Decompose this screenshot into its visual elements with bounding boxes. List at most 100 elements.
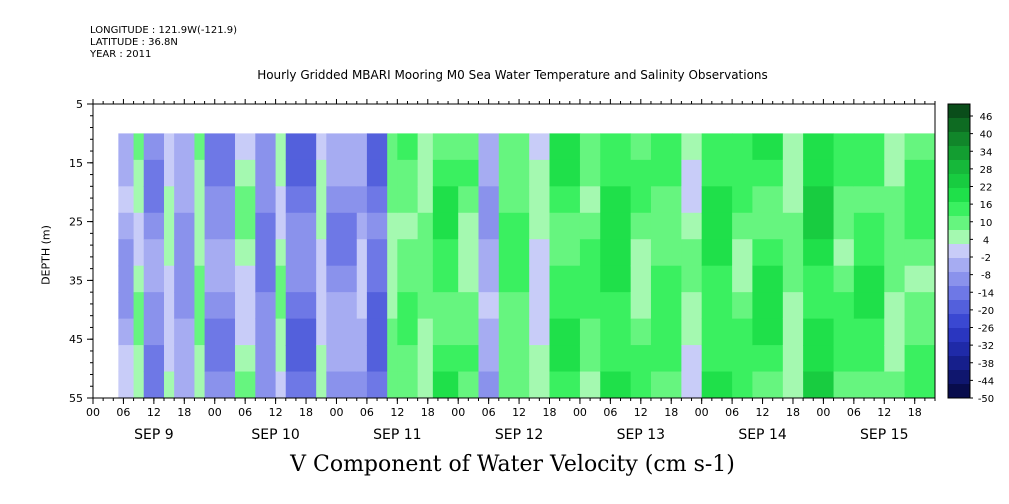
- heatmap-cell: [458, 212, 479, 240]
- heatmap-cell: [366, 345, 388, 373]
- heatmap-cell: [752, 133, 784, 161]
- latitude-label: LATITUDE : 36.8N: [90, 37, 178, 48]
- y-tick-label: 55: [69, 392, 83, 405]
- heatmap-cell: [904, 186, 936, 214]
- heatmap-cell: [432, 133, 459, 161]
- heatmap-cell: [782, 265, 804, 293]
- heatmap-cell: [316, 186, 327, 214]
- heatmap-cell: [432, 212, 459, 240]
- colorbar-swatch: [948, 118, 970, 133]
- heatmap-cell: [255, 133, 277, 161]
- colorbar-label: 46: [980, 112, 993, 123]
- heatmap-cell: [782, 292, 804, 320]
- heatmap-cell: [387, 318, 398, 346]
- heatmap-cell: [782, 371, 804, 399]
- heatmap-cell: [630, 159, 652, 187]
- heatmap-cell: [164, 292, 175, 320]
- heatmap-cell: [204, 133, 236, 161]
- heatmap-cell: [118, 345, 135, 373]
- colorbar-label: 28: [980, 165, 993, 176]
- heatmap-cell: [118, 292, 135, 320]
- heatmap-cell: [833, 159, 855, 187]
- heatmap-cell: [833, 292, 855, 320]
- heatmap-cell: [681, 212, 703, 240]
- x-tick-label: 12: [269, 406, 283, 419]
- heatmap-cell: [397, 265, 419, 293]
- heatmap-cell: [853, 186, 885, 214]
- heatmap-cell: [579, 265, 601, 293]
- heatmap-cell: [600, 371, 632, 399]
- heatmap-cell: [681, 265, 703, 293]
- colorbar-swatch: [948, 328, 970, 343]
- heatmap-cell: [681, 133, 703, 161]
- heatmap-cell: [732, 133, 753, 161]
- x-tick-label: 00: [695, 406, 709, 419]
- heatmap-cell: [204, 292, 236, 320]
- heatmap-cell: [884, 239, 906, 267]
- heatmap-cell: [275, 265, 287, 293]
- heatmap-cell: [752, 265, 784, 293]
- heatmap-cell: [387, 345, 398, 373]
- heatmap-cell: [701, 345, 733, 373]
- heatmap-cell: [650, 159, 682, 187]
- heatmap-cell: [579, 239, 601, 267]
- x-tick-label: 12: [756, 406, 770, 419]
- heatmap-cell: [498, 159, 530, 187]
- colorbar-label: -8: [981, 271, 991, 282]
- heatmap-cell: [356, 345, 368, 373]
- colorbar-swatch: [948, 216, 970, 231]
- heatmap-cell: [752, 318, 784, 346]
- heatmap-cell: [194, 239, 206, 267]
- x-tick-label: 18: [421, 406, 435, 419]
- heatmap-cell: [118, 265, 135, 293]
- heatmap-cell: [904, 345, 936, 373]
- heatmap-cell: [529, 371, 551, 399]
- colorbar-swatch: [948, 104, 970, 119]
- heatmap-cell: [853, 265, 885, 293]
- heatmap-cell: [255, 292, 277, 320]
- heatmap-cell: [853, 318, 885, 346]
- y-tick-label: 35: [69, 274, 83, 287]
- heatmap-cell: [326, 371, 358, 399]
- heatmap-cell: [164, 133, 175, 161]
- heatmap-cell: [529, 133, 551, 161]
- heatmap-cell: [174, 239, 195, 267]
- heatmap-cell: [285, 159, 317, 187]
- heatmap-cell: [316, 345, 327, 373]
- heatmap-cell: [118, 159, 135, 187]
- heatmap-cell: [235, 318, 256, 346]
- heatmap-cell: [498, 239, 530, 267]
- heatmap-cell: [833, 239, 855, 267]
- heatmap-cell: [174, 265, 195, 293]
- heatmap-cell: [164, 186, 175, 214]
- heatmap-cell: [164, 371, 175, 399]
- x-tick-label: 12: [390, 406, 404, 419]
- heatmap-cell: [853, 133, 885, 161]
- heatmap-cell: [498, 186, 530, 214]
- heatmap-cell: [356, 159, 368, 187]
- heatmap-cell: [316, 239, 327, 267]
- heatmap-cell: [732, 265, 753, 293]
- heatmap-cell: [235, 265, 256, 293]
- heatmap-cell: [782, 318, 804, 346]
- heatmap-cell: [701, 292, 733, 320]
- colorbar-label: -2: [981, 253, 991, 264]
- heatmap-cell: [681, 371, 703, 399]
- heatmap-cell: [782, 186, 804, 214]
- heatmap-cell: [316, 212, 327, 240]
- heatmap-cell: [432, 345, 459, 373]
- x-tick-label: 18: [786, 406, 800, 419]
- colorbar-label: 34: [980, 147, 993, 158]
- chart-title: Hourly Gridded MBARI Mooring M0 Sea Wate…: [257, 68, 768, 82]
- heatmap-cell: [701, 159, 733, 187]
- heatmap-cell: [681, 318, 703, 346]
- heatmap-cell: [630, 318, 652, 346]
- colorbar-label: 10: [980, 218, 993, 229]
- heatmap-cell: [458, 159, 479, 187]
- x-tick-label: 12: [512, 406, 526, 419]
- heatmap-cell: [732, 318, 753, 346]
- heatmap-cell: [752, 159, 784, 187]
- heatmap-cell: [884, 345, 906, 373]
- colorbar-label: -14: [978, 288, 994, 299]
